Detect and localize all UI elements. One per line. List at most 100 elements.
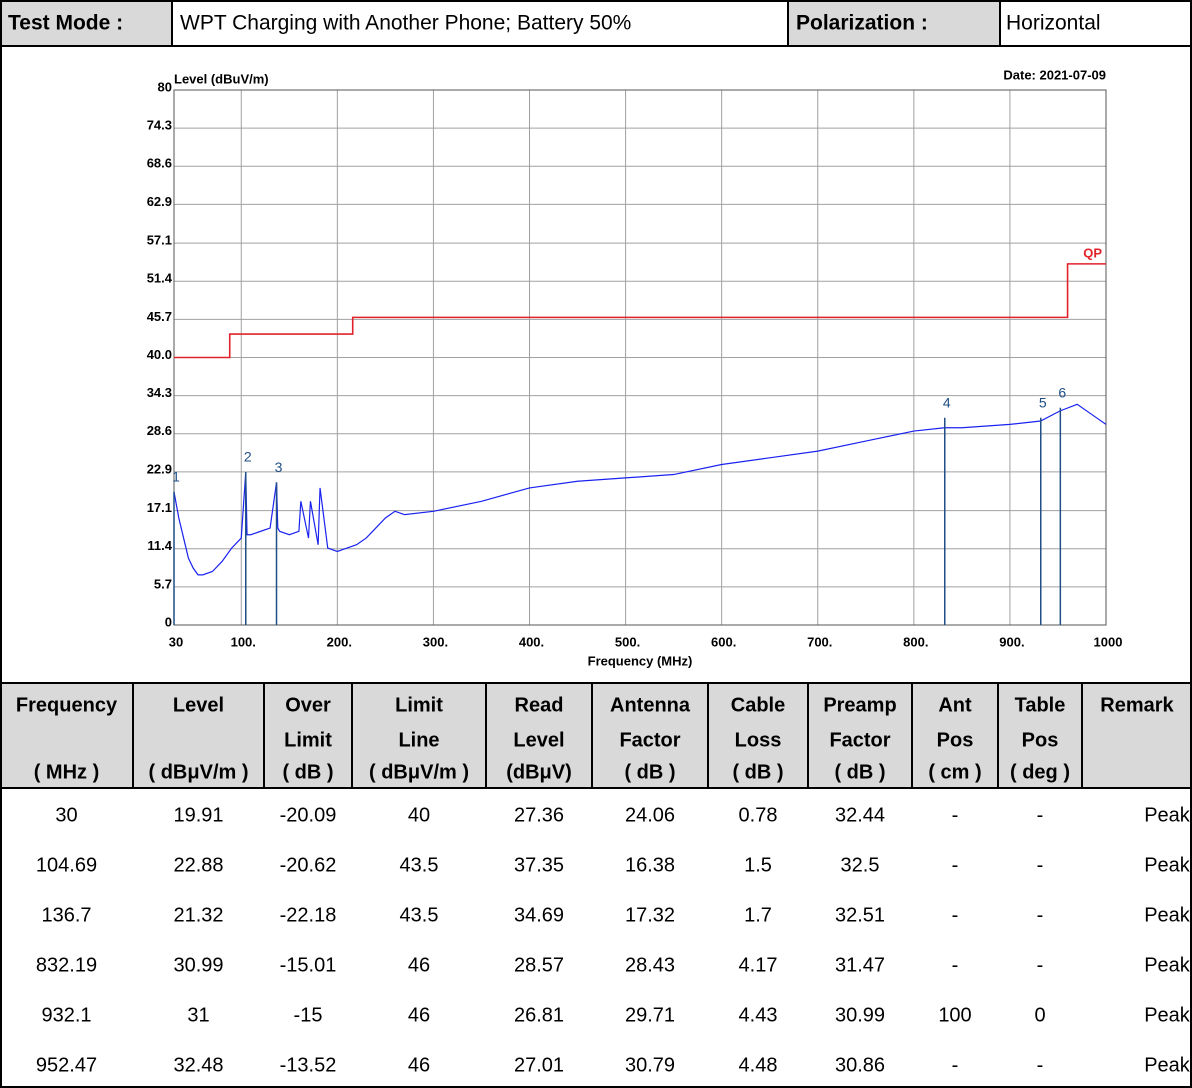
- table-cell: -: [1037, 804, 1044, 826]
- table-cell: -: [1037, 854, 1044, 876]
- marker-label: 3: [275, 459, 283, 475]
- table-cell: 30.99: [173, 954, 223, 976]
- table-cell: 37.35: [514, 854, 564, 876]
- column-name: Factor: [829, 729, 890, 751]
- table-cell: 34.69: [514, 904, 564, 926]
- table-cell: 19.91: [173, 804, 223, 826]
- column-unit: ( dB ): [624, 761, 675, 783]
- table-cell: -: [952, 904, 959, 926]
- table-cell: 30.99: [835, 1004, 885, 1026]
- date: Date: 2021-07-09: [1003, 67, 1106, 82]
- table-cell: 952.47: [36, 1054, 97, 1076]
- table-cell: 17.32: [625, 904, 675, 926]
- table-cell: 30.79: [625, 1054, 675, 1076]
- table-cell: 32.44: [835, 804, 885, 826]
- table-cell: 4.43: [739, 1004, 778, 1026]
- table-cell: 26.81: [514, 1004, 564, 1026]
- table-cell: 22.88: [173, 854, 223, 876]
- column-unit: (dBμV): [506, 761, 572, 783]
- x-tick-label: 800.: [903, 634, 928, 649]
- column-unit: ( dB ): [732, 761, 783, 783]
- x-tick-label: 200.: [327, 634, 352, 649]
- table-cell: 32.51: [835, 904, 885, 926]
- y-tick-label: 74.3: [147, 118, 172, 133]
- column-unit: ( dBμV/m ): [369, 761, 469, 783]
- table-cell: -15: [294, 1004, 323, 1026]
- test-mode: WPT Charging with Another Phone; Battery…: [180, 12, 631, 35]
- table-cell: Peak: [1144, 1054, 1191, 1076]
- table-cell: 24.06: [625, 804, 675, 826]
- table-cell: 46: [408, 1004, 430, 1026]
- table-cell: 29.71: [625, 1004, 675, 1026]
- table-cell: -: [952, 954, 959, 976]
- column-name: Antenna: [610, 694, 691, 716]
- y-tick-label: 34.3: [147, 385, 172, 400]
- table-cell: -13.52: [280, 1054, 337, 1076]
- table-cell: 4.48: [739, 1054, 778, 1076]
- y-tick-label: 17.1: [147, 500, 172, 515]
- table-cell: 100: [938, 1004, 971, 1026]
- table-cell: Peak: [1144, 904, 1191, 926]
- table-cell: -: [952, 854, 959, 876]
- table-cell: -22.18: [280, 904, 337, 926]
- y-tick-label: 22.9: [147, 461, 172, 476]
- series-line: [173, 403, 1107, 576]
- table-cell: -: [952, 804, 959, 826]
- column-name: Ant: [938, 694, 972, 716]
- table-cell: 1.7: [744, 904, 772, 926]
- column-name: Line: [398, 729, 439, 751]
- table-cell: -: [1037, 1054, 1044, 1076]
- table-cell: 46: [408, 1054, 430, 1076]
- table-cell: -: [952, 1054, 959, 1076]
- column-name: Frequency: [16, 694, 118, 716]
- y-tick-label: 5.7: [154, 576, 172, 591]
- column-name: Cable: [731, 694, 785, 716]
- table-cell: 0: [1034, 1004, 1045, 1026]
- column-unit: ( dB ): [834, 761, 885, 783]
- x-tick-label: 1000: [1094, 634, 1123, 649]
- column-name: Pos: [1022, 729, 1059, 751]
- column-unit: ( dB ): [282, 761, 333, 783]
- table-cell: 30.86: [835, 1054, 885, 1076]
- column-name: Remark: [1100, 694, 1174, 716]
- table-cell: -20.09: [280, 804, 337, 826]
- y-tick-label: 0: [165, 614, 172, 629]
- table-cell: 30: [55, 804, 77, 826]
- table-cell: 104.69: [36, 854, 97, 876]
- table-cell: 43.5: [400, 904, 439, 926]
- column-name: Limit: [284, 729, 332, 751]
- column-name: Level: [173, 694, 224, 716]
- table-cell: 40: [408, 804, 430, 826]
- table-cell: Peak: [1144, 954, 1191, 976]
- column-unit: ( MHz ): [34, 761, 100, 783]
- table-cell: Peak: [1144, 1004, 1191, 1026]
- y-tick-label: 28.6: [147, 423, 172, 438]
- table-cell: 932.1: [41, 1004, 91, 1026]
- y-axis-label: Level (dBuV/m): [174, 71, 269, 86]
- column-name: Over: [285, 694, 331, 716]
- polarization-label: Polarization :: [796, 12, 928, 35]
- polarization: Horizontal: [1006, 12, 1101, 35]
- test-mode-label: Test Mode :: [8, 12, 123, 35]
- table-cell: Peak: [1144, 854, 1191, 876]
- y-tick-label: 57.1: [147, 233, 172, 248]
- table-cell: 136.7: [41, 904, 91, 926]
- marker-label: 4: [943, 394, 951, 410]
- x-tick-label: 300.: [423, 634, 448, 649]
- table-cell: 832.19: [36, 954, 97, 976]
- table-cell: 32.5: [841, 854, 880, 876]
- table-cell: -: [1037, 904, 1044, 926]
- column-name: Level: [513, 729, 564, 751]
- table-cell: 4.17: [739, 954, 778, 976]
- table-cell: 31: [187, 1004, 209, 1026]
- column-name: Loss: [735, 729, 782, 751]
- table-cell: 16.38: [625, 854, 675, 876]
- table-cell: 27.36: [514, 804, 564, 826]
- label-cell: [1, 1, 172, 46]
- table-cell: 46: [408, 954, 430, 976]
- table-cell: 27.01: [514, 1054, 564, 1076]
- table-cell: 28.43: [625, 954, 675, 976]
